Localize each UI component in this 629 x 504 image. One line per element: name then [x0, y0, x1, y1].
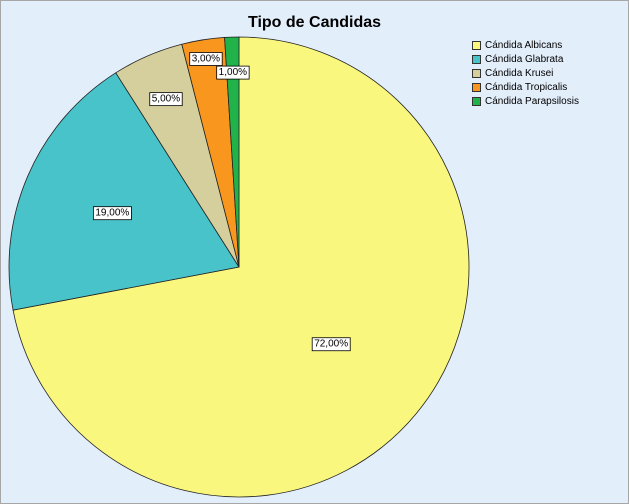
legend: Cándida Albicans Cándida Glabrata Cándid…: [472, 38, 579, 108]
svg-text:3,00%: 3,00%: [192, 54, 220, 65]
data-label-tropicalis: 3,00%: [189, 52, 223, 66]
pie-slice-albicans: [12, 36, 470, 498]
legend-label: Cándida Glabrata: [485, 53, 564, 65]
pie-slice-glabrata: [8, 72, 240, 311]
legend-swatch: [472, 82, 481, 92]
legend-item-tropicalis: Cándida Tropicalis: [472, 80, 579, 94]
legend-swatch: [472, 40, 481, 50]
svg-text:19,00%: 19,00%: [95, 208, 129, 219]
svg-text:72,00%: 72,00%: [314, 339, 348, 350]
legend-swatch: [472, 96, 481, 106]
svg-text:1,00%: 1,00%: [219, 67, 247, 78]
legend-item-krusei: Cándida Krusei: [472, 66, 579, 80]
data-label-albicans: 72,00%: [311, 337, 351, 352]
legend-label: Cándida Krusei: [485, 67, 554, 79]
data-label-glabrata: 19,00%: [92, 206, 132, 221]
legend-item-glabrata: Cándida Glabrata: [472, 52, 579, 66]
legend-label: Cándida Albicans: [485, 39, 563, 51]
chart-title: Tipo de Candidas: [247, 14, 382, 31]
svg-text:5,00%: 5,00%: [152, 94, 180, 105]
pie-slice-parapsilosis: [224, 36, 240, 268]
legend-swatch: [472, 68, 481, 78]
legend-item-parapsilosis: Cándida Parapsilosis: [472, 94, 579, 108]
legend-item-albicans: Cándida Albicans: [472, 38, 579, 52]
data-label-krusei: 5,00%: [149, 92, 183, 107]
legend-label: Cándida Parapsilosis: [485, 95, 579, 107]
data-label-parapsilosis: 1,00%: [216, 65, 250, 80]
legend-label: Cándida Tropicalis: [485, 81, 568, 93]
legend-swatch: [472, 54, 481, 64]
